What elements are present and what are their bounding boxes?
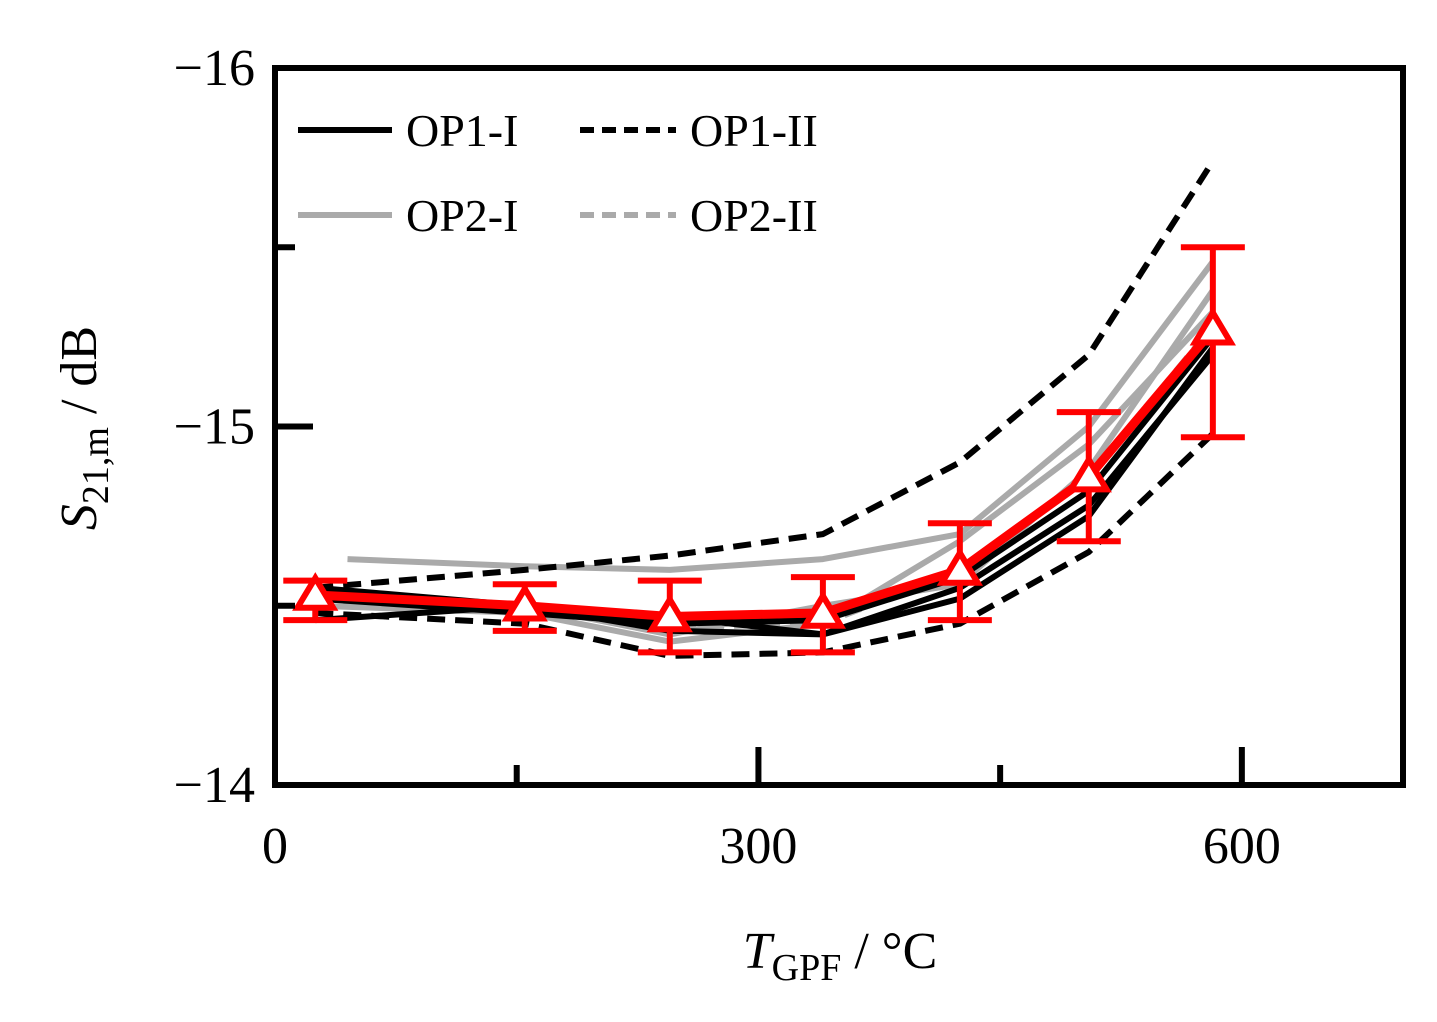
series-line-op2-i-3-: [315, 288, 1216, 638]
y-tick-label: −14: [174, 757, 255, 814]
x-axis-title-unit: / °C: [841, 923, 937, 980]
legend-label: OP1-I: [406, 105, 518, 156]
triangle-marker: [1189, 306, 1236, 346]
legend-label: OP1-II: [690, 105, 818, 156]
y-axis-title-main: S: [51, 504, 108, 530]
legend-label: OP2-II: [690, 190, 818, 241]
series-layer: [283, 159, 1245, 659]
plot-frame: [272, 65, 1406, 788]
y-axis-title-unit: / dB: [51, 326, 108, 427]
triangle-marker: [799, 590, 846, 629]
x-tick-label: 0: [262, 818, 288, 875]
triangle-marker: [501, 582, 548, 622]
y-axis-title: S21,m / dB: [51, 326, 117, 530]
legend-label: OP2-I: [406, 190, 518, 241]
x-axis-title-sub: GPF: [772, 947, 842, 989]
x-axis-title: TGPF / °C: [743, 923, 938, 989]
x-axis-title-main: T: [743, 923, 775, 980]
y-axis-title-sub: 21,m: [75, 427, 117, 504]
y-tick-label: −16: [174, 40, 255, 97]
legend: OP1-I OP1-II OP2-I OP2-II: [298, 105, 818, 241]
axis-labels: TGPF / °C S21,m / dB: [51, 326, 937, 989]
triangle-marker: [936, 547, 983, 586]
series-line-op1-ii: [315, 159, 1216, 591]
triangle-marker: [1065, 453, 1112, 493]
axes-layer: 0 300 600 −16 −15 −14: [174, 40, 1406, 875]
x-tick-label: 600: [1203, 818, 1281, 875]
series-line-op2-i: [347, 259, 1216, 573]
y-tick-label: −15: [174, 399, 255, 456]
x-tick-label: 300: [719, 818, 797, 875]
triangle-marker: [292, 572, 339, 611]
triangle-marker: [646, 593, 693, 633]
